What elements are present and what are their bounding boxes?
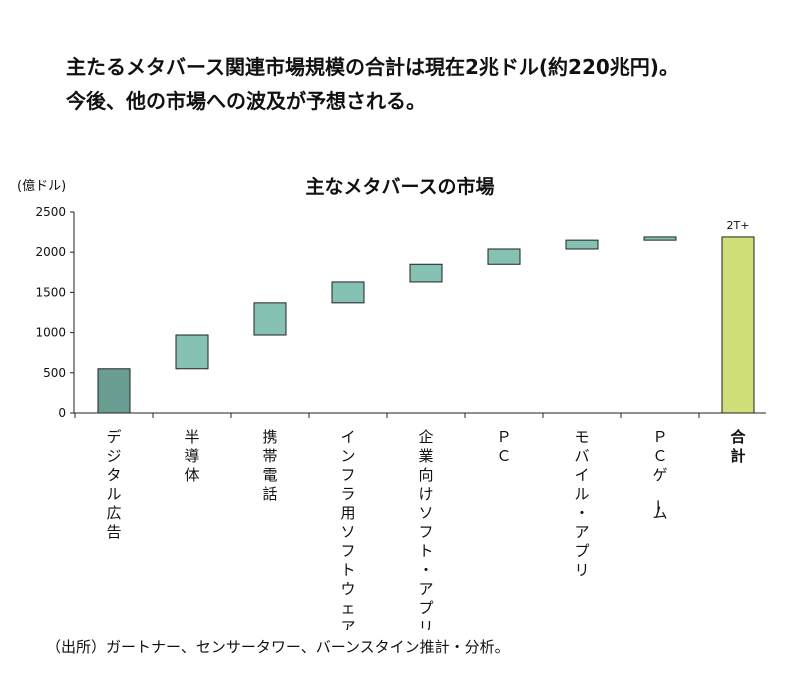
y-tick-label: 0 (58, 406, 66, 420)
waterfall-chart: 主なメタバースの市場 (億ドル) 0 500 1000 1500 2000 2500 2T+ デジ… (17, 175, 766, 630)
headline: 主たるメタバース関連市場規模の合計は現在2兆ドル(約220兆円)。 今後、他の市… (66, 50, 786, 118)
y-tick-label: 2500 (35, 205, 66, 219)
y-tick-label: 2000 (35, 245, 66, 259)
bar-2 (175, 334, 209, 370)
bar-4 (331, 281, 365, 304)
bar-1 (97, 368, 131, 414)
category-label: ＰＣゲーム (648, 428, 667, 522)
bar-3 (253, 302, 287, 336)
y-tick-label: 500 (43, 366, 66, 380)
chart-title: 主なメタバースの市場 (305, 175, 494, 198)
category-label: デジタル広告 (106, 428, 121, 541)
source-note: （出所）ガートナー、センサータワー、バーンスタイン推計・分析。 (46, 638, 510, 656)
bar-annotation: 2T+ (727, 219, 750, 232)
bar-5 (409, 263, 443, 283)
headline-line-1: 主たるメタバース関連市場規模の合計は現在2兆ドル(約220兆円)。 (66, 55, 679, 79)
bar-6 (487, 248, 521, 265)
bar-9 (721, 236, 755, 414)
category-label: 半導体 (184, 428, 199, 484)
bar-8 (643, 236, 677, 241)
category-label: インフラ用ソフトウェア (340, 428, 355, 630)
bar-7 (565, 239, 599, 250)
category-label: ＰＣ (496, 428, 511, 465)
headline-line-2: 今後、他の市場への波及が予想される。 (66, 89, 426, 113)
category-label: 合計 (729, 428, 746, 465)
y-tick-label: 1500 (35, 285, 66, 299)
category-label: モバイル・アプリ (574, 428, 589, 579)
category-label: 企業向けソフト・アプリ (418, 428, 433, 630)
y-axis-label: (億ドル) (17, 178, 66, 194)
category-label: 携帯電話 (262, 428, 277, 503)
y-tick-label: 1000 (35, 326, 66, 340)
